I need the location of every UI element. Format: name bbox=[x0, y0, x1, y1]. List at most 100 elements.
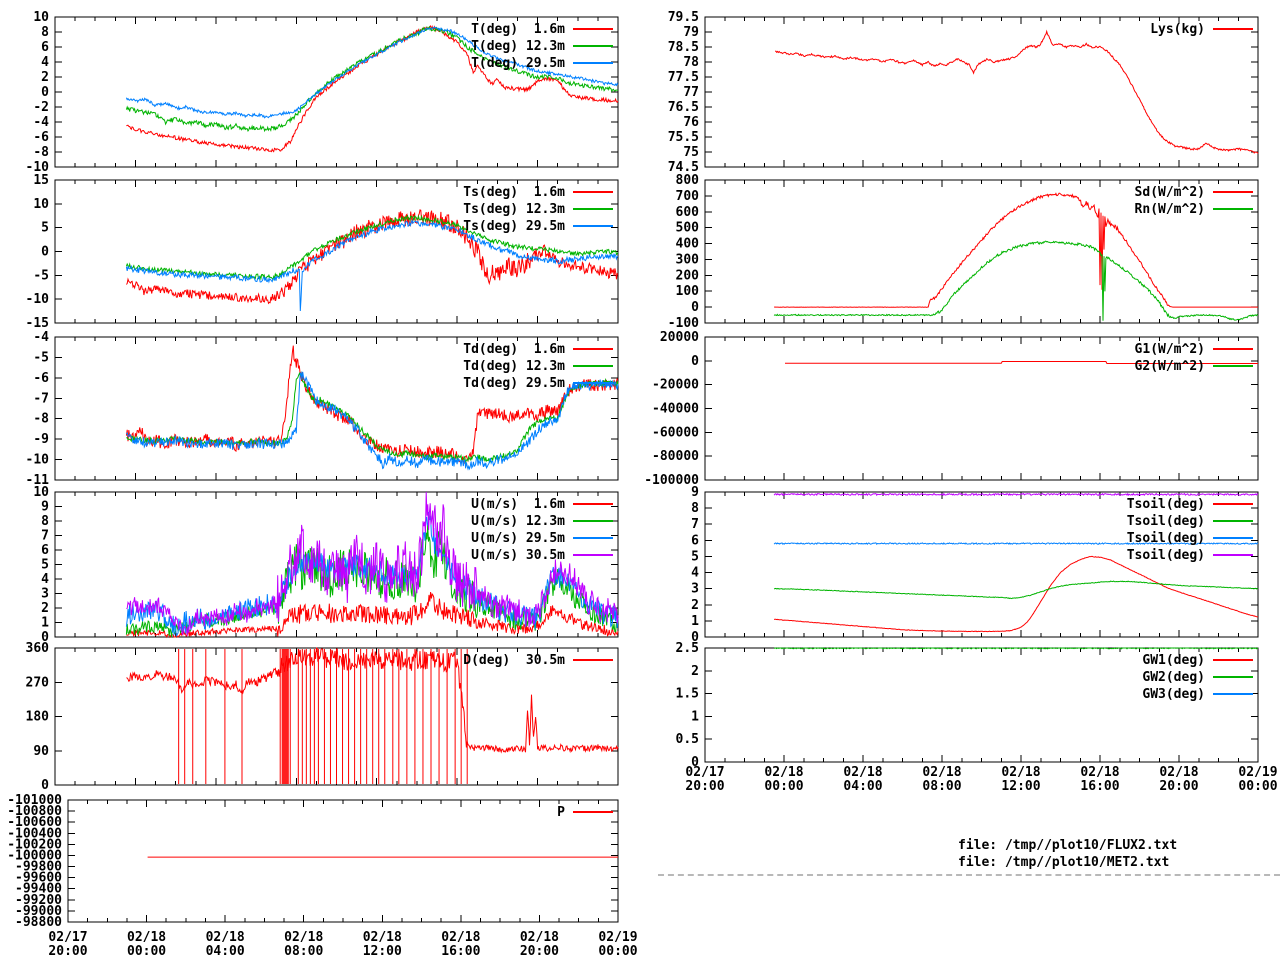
y-tick-label: 0 bbox=[41, 778, 49, 793]
y-tick-label: 1 bbox=[691, 614, 699, 629]
series-line bbox=[126, 371, 619, 471]
y-tick-label: 0.5 bbox=[676, 732, 699, 747]
y-tick-label: -100000 bbox=[644, 473, 699, 488]
y-tick-label: 4 bbox=[691, 566, 699, 581]
x-tick-label-date: 02/18 bbox=[764, 765, 803, 780]
y-tick-label: 5 bbox=[41, 558, 49, 573]
series-line bbox=[125, 209, 619, 305]
legend-label: Rn(W/m^2) bbox=[1135, 202, 1205, 217]
y-tick-label: -60000 bbox=[652, 425, 699, 440]
y-tick-label: 2 bbox=[41, 70, 49, 85]
legend-label: Ts(deg) 29.5m bbox=[463, 219, 565, 234]
y-tick-label: 75.5 bbox=[668, 130, 699, 145]
y-tick-label: 0 bbox=[691, 755, 699, 770]
x-tick-label-time: 20:00 bbox=[48, 944, 87, 959]
y-tick-label: -100000 bbox=[7, 848, 62, 863]
y-tick-label: -8 bbox=[33, 412, 49, 427]
y-tick-label: -99800 bbox=[15, 860, 62, 875]
x-tick-label-date: 02/18 bbox=[127, 930, 166, 945]
x-tick-label-time: 04:00 bbox=[843, 779, 882, 794]
y-tick-label: -7 bbox=[33, 391, 49, 406]
y-tick-label: -100600 bbox=[7, 815, 62, 830]
y-tick-label: 1 bbox=[41, 616, 49, 631]
legend-label: Td(deg) 29.5m bbox=[463, 376, 565, 391]
series-line bbox=[125, 26, 619, 119]
series-line bbox=[126, 491, 619, 636]
panel-soil-heat-flux: 20000 0 -20000 -40000 -60000 -80000 -100000 G1(… bbox=[644, 330, 1259, 488]
y-tick-label: 0 bbox=[41, 245, 49, 260]
y-tick-label: 200 bbox=[676, 268, 700, 283]
y-tick-label: 5 bbox=[41, 221, 49, 236]
y-tick-label: 78 bbox=[683, 55, 699, 70]
legend-label: T(deg) 29.5m bbox=[471, 56, 565, 71]
y-tick-label: -10 bbox=[26, 453, 50, 468]
y-tick-label: -5 bbox=[33, 350, 49, 365]
y-tick-label: 76 bbox=[683, 115, 699, 130]
x-tick-label-date: 02/18 bbox=[206, 930, 245, 945]
x-tick-label-time: 00:00 bbox=[127, 944, 166, 959]
y-tick-label: 7 bbox=[41, 529, 49, 544]
y-tick-label: 700 bbox=[676, 189, 700, 204]
y-tick-label: 74.5 bbox=[668, 160, 699, 175]
y-tick-label: -6 bbox=[33, 371, 49, 386]
x-tick-label-time: 00:00 bbox=[1238, 779, 1277, 794]
y-tick-label: 9 bbox=[691, 485, 699, 500]
y-tick-label: 0 bbox=[691, 354, 699, 369]
x-tick-label-date: 02/18 bbox=[843, 765, 882, 780]
legend-label: Tsoil(deg) bbox=[1127, 548, 1205, 563]
legend-label: D(deg) 30.5m bbox=[463, 653, 565, 668]
y-tick-label: 6 bbox=[41, 543, 49, 558]
series-line bbox=[773, 492, 1259, 497]
y-tick-label: 0 bbox=[691, 300, 699, 315]
y-tick-label: 76.5 bbox=[668, 100, 699, 115]
y-tick-label: 8 bbox=[41, 514, 49, 529]
x-tick-label-date: 02/18 bbox=[284, 930, 323, 945]
y-tick-label: -15 bbox=[26, 316, 49, 331]
x-tick-label-time: 16:00 bbox=[1080, 779, 1119, 794]
y-tick-label: 0 bbox=[691, 630, 699, 645]
panel-border bbox=[67, 799, 619, 923]
panel-wind-direction: 360 270 180 90 0 D(deg) 30.5m bbox=[26, 641, 619, 793]
y-tick-label: 3 bbox=[691, 582, 699, 597]
y-tick-label: 360 bbox=[26, 641, 50, 656]
series-line bbox=[773, 542, 1259, 546]
x-tick-label-date: 02/17 bbox=[48, 930, 87, 945]
y-tick-label: -4 bbox=[33, 115, 49, 130]
y-tick-label: -100400 bbox=[7, 826, 62, 841]
footer-file-flux: file: /tmp//plot10/FLUX2.txt bbox=[958, 838, 1178, 853]
y-tick-label: 600 bbox=[676, 205, 700, 220]
legend-label: GW3(deg) bbox=[1142, 687, 1205, 702]
series-line bbox=[775, 29, 1259, 154]
legend-label: G1(W/m^2) bbox=[1135, 342, 1205, 357]
y-tick-label: 2 bbox=[691, 598, 699, 613]
y-tick-label: 6 bbox=[691, 533, 699, 548]
legend-label: U(m/s) 29.5m bbox=[471, 531, 565, 546]
legend-label: GW1(deg) bbox=[1142, 653, 1205, 668]
x-tick-label-date: 02/18 bbox=[1159, 765, 1198, 780]
y-tick-label: -100 bbox=[668, 316, 699, 331]
x-tick-label-time: 12:00 bbox=[363, 944, 402, 959]
y-tick-label: 2.5 bbox=[676, 641, 699, 656]
y-tick-label: 20000 bbox=[660, 330, 699, 345]
x-tick-label-time: 20:00 bbox=[685, 779, 724, 794]
y-tick-label: 9 bbox=[41, 500, 49, 515]
legend-label: T(deg) 1.6m bbox=[471, 22, 565, 37]
y-tick-label: 77.5 bbox=[668, 70, 699, 85]
legend-label: Lys(kg) bbox=[1150, 22, 1205, 37]
y-tick-label: -9 bbox=[33, 432, 49, 447]
y-tick-label: 8 bbox=[41, 25, 49, 40]
y-tick-label: 180 bbox=[26, 710, 50, 725]
x-tick-label-date: 02/19 bbox=[598, 930, 637, 945]
series-line bbox=[785, 361, 1258, 364]
legend-label: Td(deg) 1.6m bbox=[463, 342, 565, 357]
panel-border bbox=[704, 16, 1259, 168]
x-tick-label-date: 02/18 bbox=[363, 930, 402, 945]
y-tick-label: 0 bbox=[41, 630, 49, 645]
y-tick-label: -6 bbox=[33, 130, 49, 145]
